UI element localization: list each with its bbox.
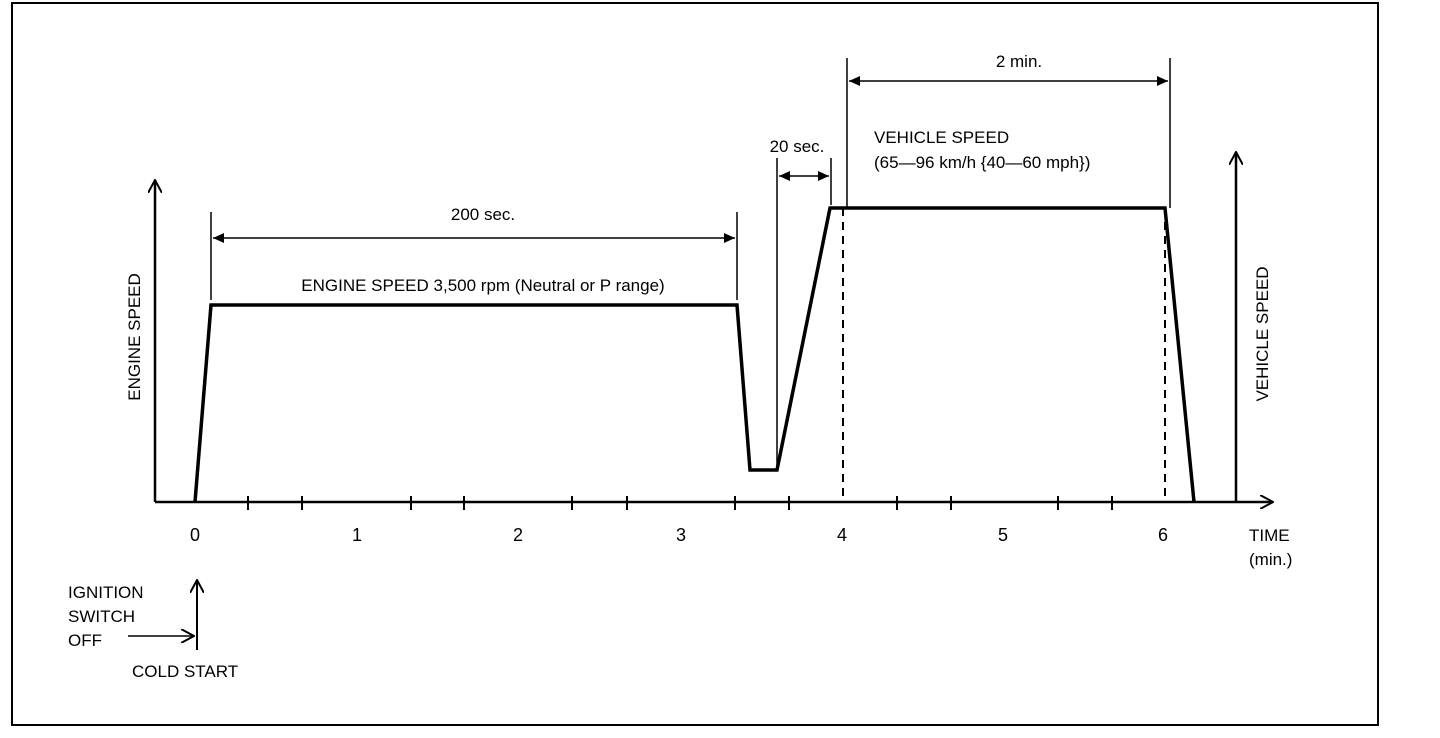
engine-speed-note: ENGINE SPEED 3,500 rpm (Neutral or P ran…: [301, 276, 664, 295]
duration-20-label: 20 sec.: [770, 137, 825, 156]
ignition-label-line3: OFF: [68, 631, 102, 650]
diagram-frame: [11, 2, 1379, 726]
time-axis-ticks: [247, 496, 1113, 510]
tick-label-2: 2: [513, 525, 523, 545]
duration-2min-label: 2 min.: [996, 52, 1042, 71]
tick-label-6: 6: [1158, 525, 1168, 545]
tick-label-0: 0: [190, 525, 200, 545]
vehicle-speed-axis-title: VEHICLE SPEED: [1253, 266, 1272, 401]
tick-label-4: 4: [837, 525, 847, 545]
cold-start-label: COLD START: [132, 662, 238, 681]
time-axis-title: TIME: [1249, 526, 1290, 545]
vehicle-speed-note-line2: (65—96 km/h {40—60 mph}): [874, 153, 1090, 172]
engine-speed-axis-title: ENGINE SPEED: [125, 273, 144, 401]
duration-200-label: 200 sec.: [451, 205, 515, 224]
time-axis-unit: (min.): [1249, 550, 1292, 569]
tick-label-3: 3: [676, 525, 686, 545]
tick-label-5: 5: [998, 525, 1008, 545]
tick-label-1: 1: [352, 525, 362, 545]
vehicle-speed-note-line1: VEHICLE SPEED: [874, 128, 1009, 147]
ignition-label-line1: IGNITION: [68, 583, 144, 602]
engine-speed-profile: [193, 206, 1196, 503]
ignition-label-line2: SWITCH: [68, 607, 135, 626]
vehicle-speed-guides: [842, 208, 1166, 502]
